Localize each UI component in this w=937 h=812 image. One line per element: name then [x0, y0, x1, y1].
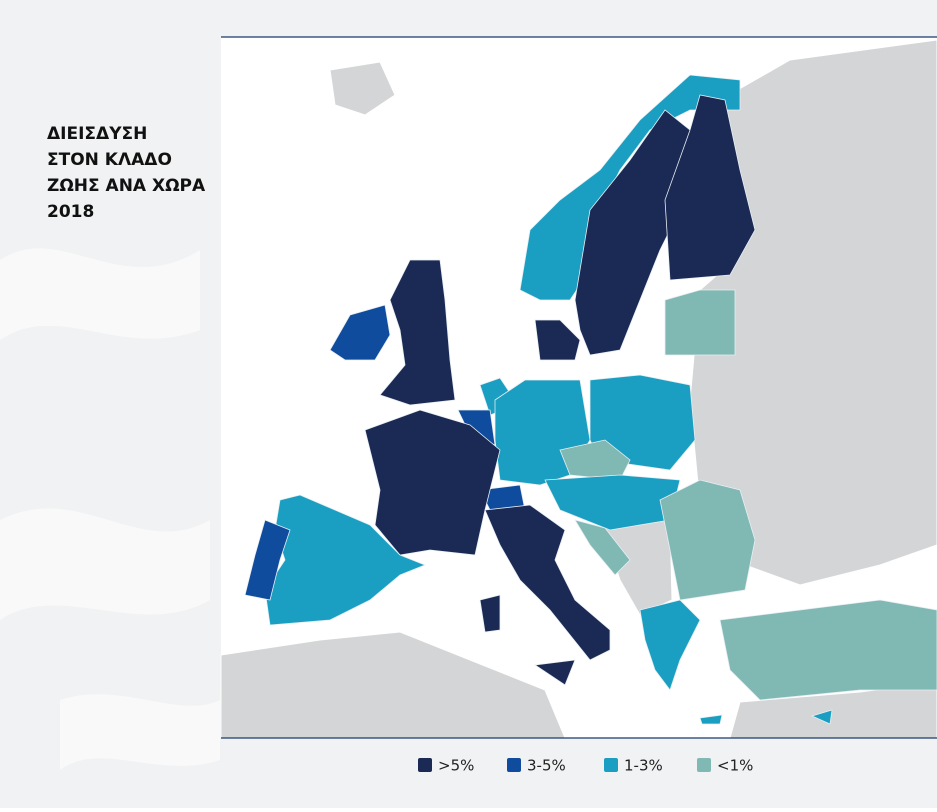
- finland: [664, 94, 756, 281]
- non-eu-land: [689, 39, 937, 586]
- sicily: [533, 659, 576, 686]
- legend-swatch: [507, 758, 521, 772]
- greece: [639, 599, 701, 691]
- turkey: [719, 599, 937, 701]
- ireland: [329, 304, 391, 361]
- iceland: [329, 61, 396, 116]
- croatia: [574, 519, 631, 576]
- baltics: [664, 289, 736, 356]
- legend-swatch: [604, 758, 618, 772]
- legend: >5% 3-5% 1-3% <1%: [418, 757, 753, 775]
- denmark: [534, 319, 581, 361]
- title-line: 2018: [47, 202, 94, 222]
- romania-bulgaria: [659, 479, 756, 601]
- italy: [484, 504, 611, 661]
- portugal: [244, 519, 291, 601]
- legend-label: 3-5%: [527, 757, 566, 775]
- middle-east: [729, 681, 937, 739]
- spain: [264, 494, 427, 626]
- czechia: [559, 439, 631, 481]
- title-line: ΣΤΟΝ ΚΛΑΔΟ: [47, 150, 172, 170]
- legend-label: <1%: [717, 757, 753, 775]
- legend-label: 1-3%: [624, 757, 663, 775]
- title-line: ΔΙΕΙΣΔΥΣΗ: [47, 124, 147, 144]
- legend-swatch: [697, 758, 711, 772]
- background-texture: [0, 248, 220, 770]
- map: [220, 36, 937, 739]
- france: [364, 409, 501, 556]
- crete: [699, 714, 723, 725]
- sardinia: [479, 594, 501, 633]
- united-kingdom: [379, 259, 456, 406]
- legend-swatch: [418, 758, 432, 772]
- title-block: ΔΙΕΙΣΔΥΣΗ ΣΤΟΝ ΚΛΑΔΟ ΖΩΗΣ ΑΝΑ ΧΩΡΑ 2018: [47, 124, 206, 222]
- legend-label: >5%: [438, 757, 474, 775]
- cyprus: [810, 709, 833, 725]
- title-line: ΖΩΗΣ ΑΝΑ ΧΩΡΑ: [47, 176, 206, 196]
